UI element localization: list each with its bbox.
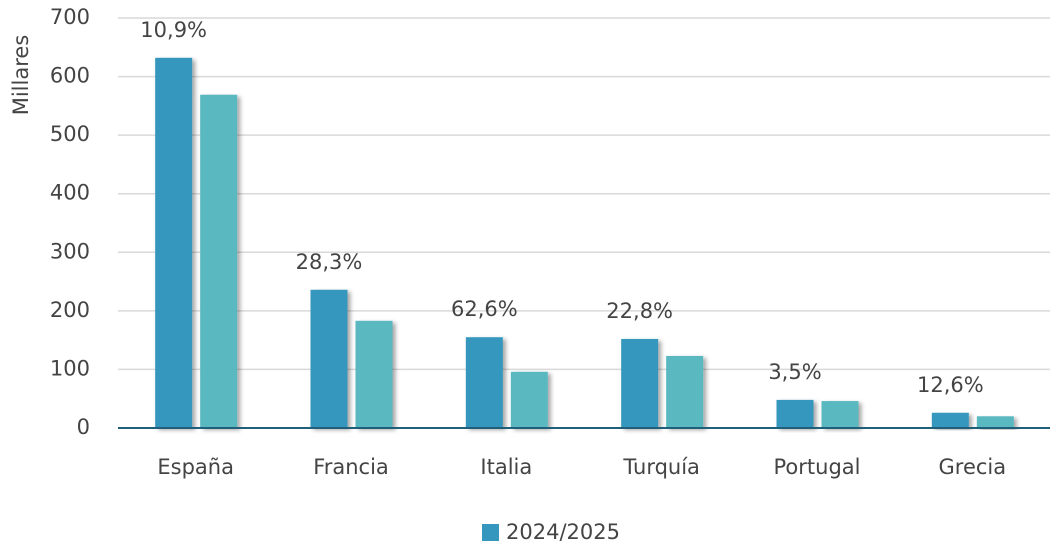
bar <box>821 401 859 428</box>
x-tick-label: Portugal <box>774 455 861 479</box>
bar <box>465 337 503 428</box>
y-axis-label: Millares <box>9 35 33 116</box>
y-tick-label: 200 <box>50 298 90 322</box>
bar <box>155 57 193 428</box>
y-tick-label: 100 <box>50 356 90 380</box>
bar <box>776 399 814 428</box>
bar <box>666 355 704 428</box>
annotation: 28,3% <box>296 250 363 274</box>
annotation: 12,6% <box>917 373 984 397</box>
x-tick-label: Italia <box>480 455 532 479</box>
y-tick-label: 500 <box>50 122 90 146</box>
bar <box>200 94 238 428</box>
x-tick-label: España <box>157 455 234 479</box>
x-tick-label: Turquía <box>622 455 700 479</box>
legend-label: 2024/2025 <box>506 520 620 544</box>
y-tick-label: 600 <box>50 64 90 88</box>
y-tick-label: 300 <box>50 239 90 263</box>
annotation: 3,5% <box>768 360 821 384</box>
bar <box>355 320 393 428</box>
x-tick-label: Francia <box>313 455 389 479</box>
bar <box>976 416 1014 428</box>
bar <box>931 412 969 428</box>
annotation: 62,6% <box>451 297 518 321</box>
y-tick-label: 700 <box>50 5 90 29</box>
annotation: 22,8% <box>606 299 673 323</box>
legend-swatch <box>482 524 499 541</box>
bar <box>310 289 348 428</box>
x-tick-label: Grecia <box>939 455 1007 479</box>
bar <box>621 338 659 428</box>
y-tick-label: 400 <box>50 181 90 205</box>
y-tick-label: 0 <box>77 415 90 439</box>
bar <box>510 371 548 428</box>
annotation: 10,9% <box>140 18 207 42</box>
